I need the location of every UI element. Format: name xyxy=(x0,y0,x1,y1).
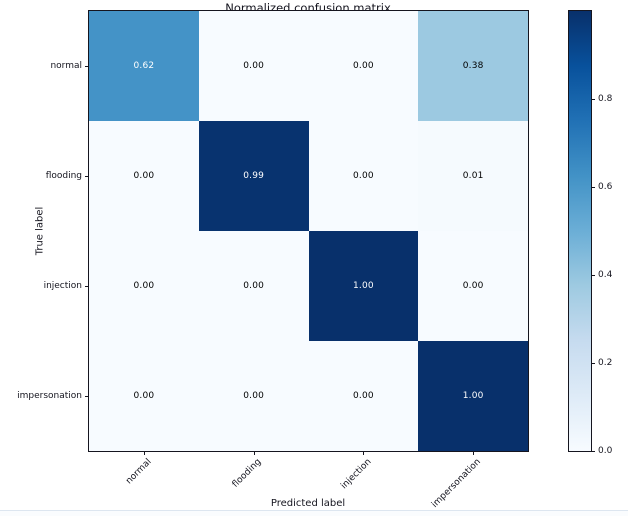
cell-value: 0.99 xyxy=(243,171,265,181)
heatmap-cell: 0.00 xyxy=(198,231,309,341)
x-axis-label: Predicted label xyxy=(270,498,346,509)
heatmap-cell: 0.00 xyxy=(89,341,199,451)
x-tick-text: normal xyxy=(124,457,154,487)
colorbar-tick-mark xyxy=(591,187,595,188)
heatmap-cell: 0.01 xyxy=(418,121,528,231)
cell-value: 0.01 xyxy=(462,171,484,181)
colorbar xyxy=(568,10,592,452)
heatmap-cell: 0.00 xyxy=(198,11,309,121)
heatmap-cell: 1.00 xyxy=(308,231,419,341)
colorbar-tick-text: 0.2 xyxy=(598,358,613,368)
cell-value: 0.00 xyxy=(133,281,155,291)
tick-mark xyxy=(253,451,255,455)
colorbar-tick-mark xyxy=(591,99,595,100)
colorbar-tick-mark xyxy=(591,363,595,364)
tick-mark xyxy=(143,451,145,455)
colorbar-tick-text: 0.4 xyxy=(598,270,613,280)
cell-value: 0.38 xyxy=(462,61,484,71)
heatmap-cell: 0.00 xyxy=(418,231,528,341)
y-tick-text: flooding xyxy=(45,171,82,181)
heatmap-cell: 0.38 xyxy=(418,11,528,121)
y-axis-label: True label xyxy=(34,206,46,256)
cell-value: 0.62 xyxy=(133,61,155,71)
bottom-window-edge xyxy=(0,510,628,516)
heatmap-cell: 0.00 xyxy=(198,341,309,451)
heatmap-cell: 0.62 xyxy=(89,11,199,121)
y-tick-text: normal xyxy=(50,61,82,71)
colorbar-tick-mark xyxy=(591,451,595,452)
x-tick-text: flooding xyxy=(230,457,264,490)
tick-mark xyxy=(84,176,89,177)
cell-value: 0.00 xyxy=(133,391,155,401)
cell-value: 0.00 xyxy=(462,281,484,291)
heatmap-cell: 0.99 xyxy=(198,121,309,231)
colorbar-tick-text: 0.0 xyxy=(598,446,613,456)
cell-value: 0.00 xyxy=(352,171,374,181)
y-tick-text: impersonation xyxy=(17,391,82,401)
cell-value: 0.00 xyxy=(352,391,374,401)
tick-mark xyxy=(84,66,89,67)
heatmap-cell: 0.00 xyxy=(308,121,419,231)
cell-value: 0.00 xyxy=(133,171,155,181)
cell-value: 1.00 xyxy=(352,281,374,291)
heatmap-cell: 0.00 xyxy=(89,231,199,341)
cell-value: 1.00 xyxy=(462,391,484,401)
colorbar-tick-mark xyxy=(591,275,595,276)
cell-value: 0.00 xyxy=(243,281,265,291)
tick-mark xyxy=(84,286,89,287)
cell-value: 0.00 xyxy=(243,391,265,401)
colorbar-tick-text: 0.6 xyxy=(598,182,613,192)
heatmap-cell: 0.00 xyxy=(89,121,199,231)
y-tick-text: injection xyxy=(43,281,82,291)
heatmap-cell: 1.00 xyxy=(418,341,528,451)
colorbar-tick-text: 0.8 xyxy=(598,94,613,104)
heatmap-cell: 0.00 xyxy=(308,11,419,121)
tick-mark xyxy=(363,451,365,455)
x-tick-text: impersonation xyxy=(430,457,484,510)
tick-mark xyxy=(473,451,475,455)
tick-mark xyxy=(84,396,89,397)
cell-value: 0.00 xyxy=(352,61,374,71)
heatmap-plot-area: 0.62 0.00 0.00 0.38 0.00 0.99 0.00 0.01 0.00 0.00… xyxy=(88,10,529,452)
heatmap-cell: 0.00 xyxy=(308,341,419,451)
cell-value: 0.00 xyxy=(243,61,265,71)
x-tick-text: injection xyxy=(339,457,374,492)
